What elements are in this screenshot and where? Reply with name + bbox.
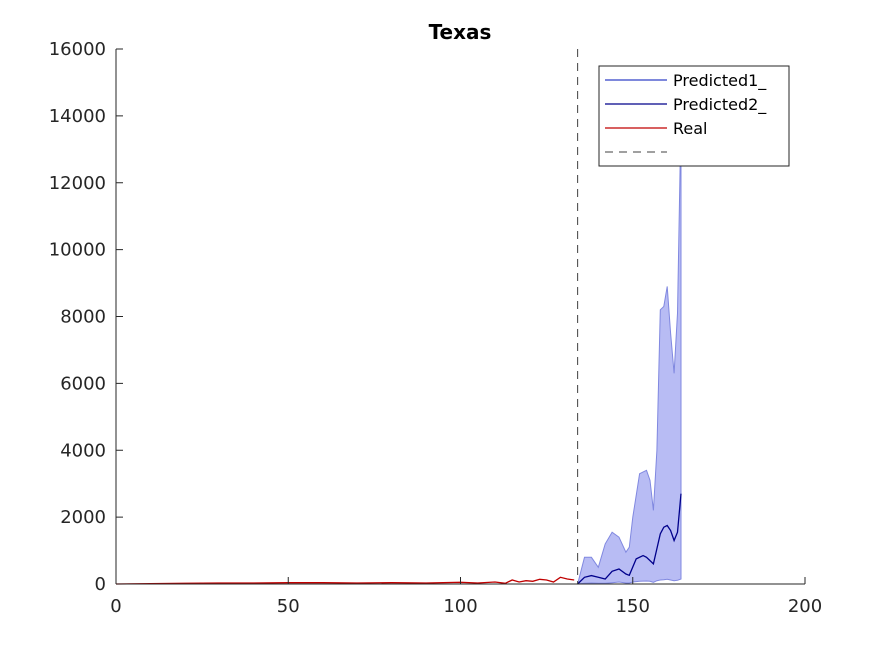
x-tick-label: 0 bbox=[110, 596, 121, 617]
y-tick-label: 10000 bbox=[49, 240, 106, 261]
y-tick-label: 0 bbox=[95, 574, 106, 595]
plot-area bbox=[115, 49, 682, 585]
x-tick-label: 100 bbox=[443, 596, 477, 617]
x-tick-label: 50 bbox=[277, 596, 300, 617]
y-tick-label: 4000 bbox=[60, 440, 106, 461]
legend-label-real: Real bbox=[673, 119, 708, 138]
y-tick-label: 8000 bbox=[60, 307, 106, 328]
x-tick-label: 150 bbox=[616, 596, 650, 617]
legend-label-predicted1: Predicted1_ bbox=[673, 71, 767, 91]
y-tick-label: 12000 bbox=[49, 173, 106, 194]
y-tick-label: 14000 bbox=[49, 106, 106, 127]
y-tick-label: 2000 bbox=[60, 507, 106, 528]
y-tick-label: 6000 bbox=[60, 373, 106, 394]
series-line-predicted2 bbox=[577, 493, 682, 585]
legend-label-predicted2: Predicted2_ bbox=[673, 95, 767, 115]
axes: 0 2000 4000 6000 8000 10000 12000 14000 16000 0 50… bbox=[49, 39, 822, 617]
chart-title: Texas bbox=[429, 20, 492, 44]
legend: Predicted1_ Predicted2_ Real bbox=[598, 65, 790, 167]
x-tick-label: 200 bbox=[788, 596, 822, 617]
y-tick-label: 16000 bbox=[49, 39, 106, 60]
series-line-real bbox=[115, 576, 575, 585]
prediction-band bbox=[576, 115, 682, 585]
legend-box bbox=[598, 65, 790, 167]
